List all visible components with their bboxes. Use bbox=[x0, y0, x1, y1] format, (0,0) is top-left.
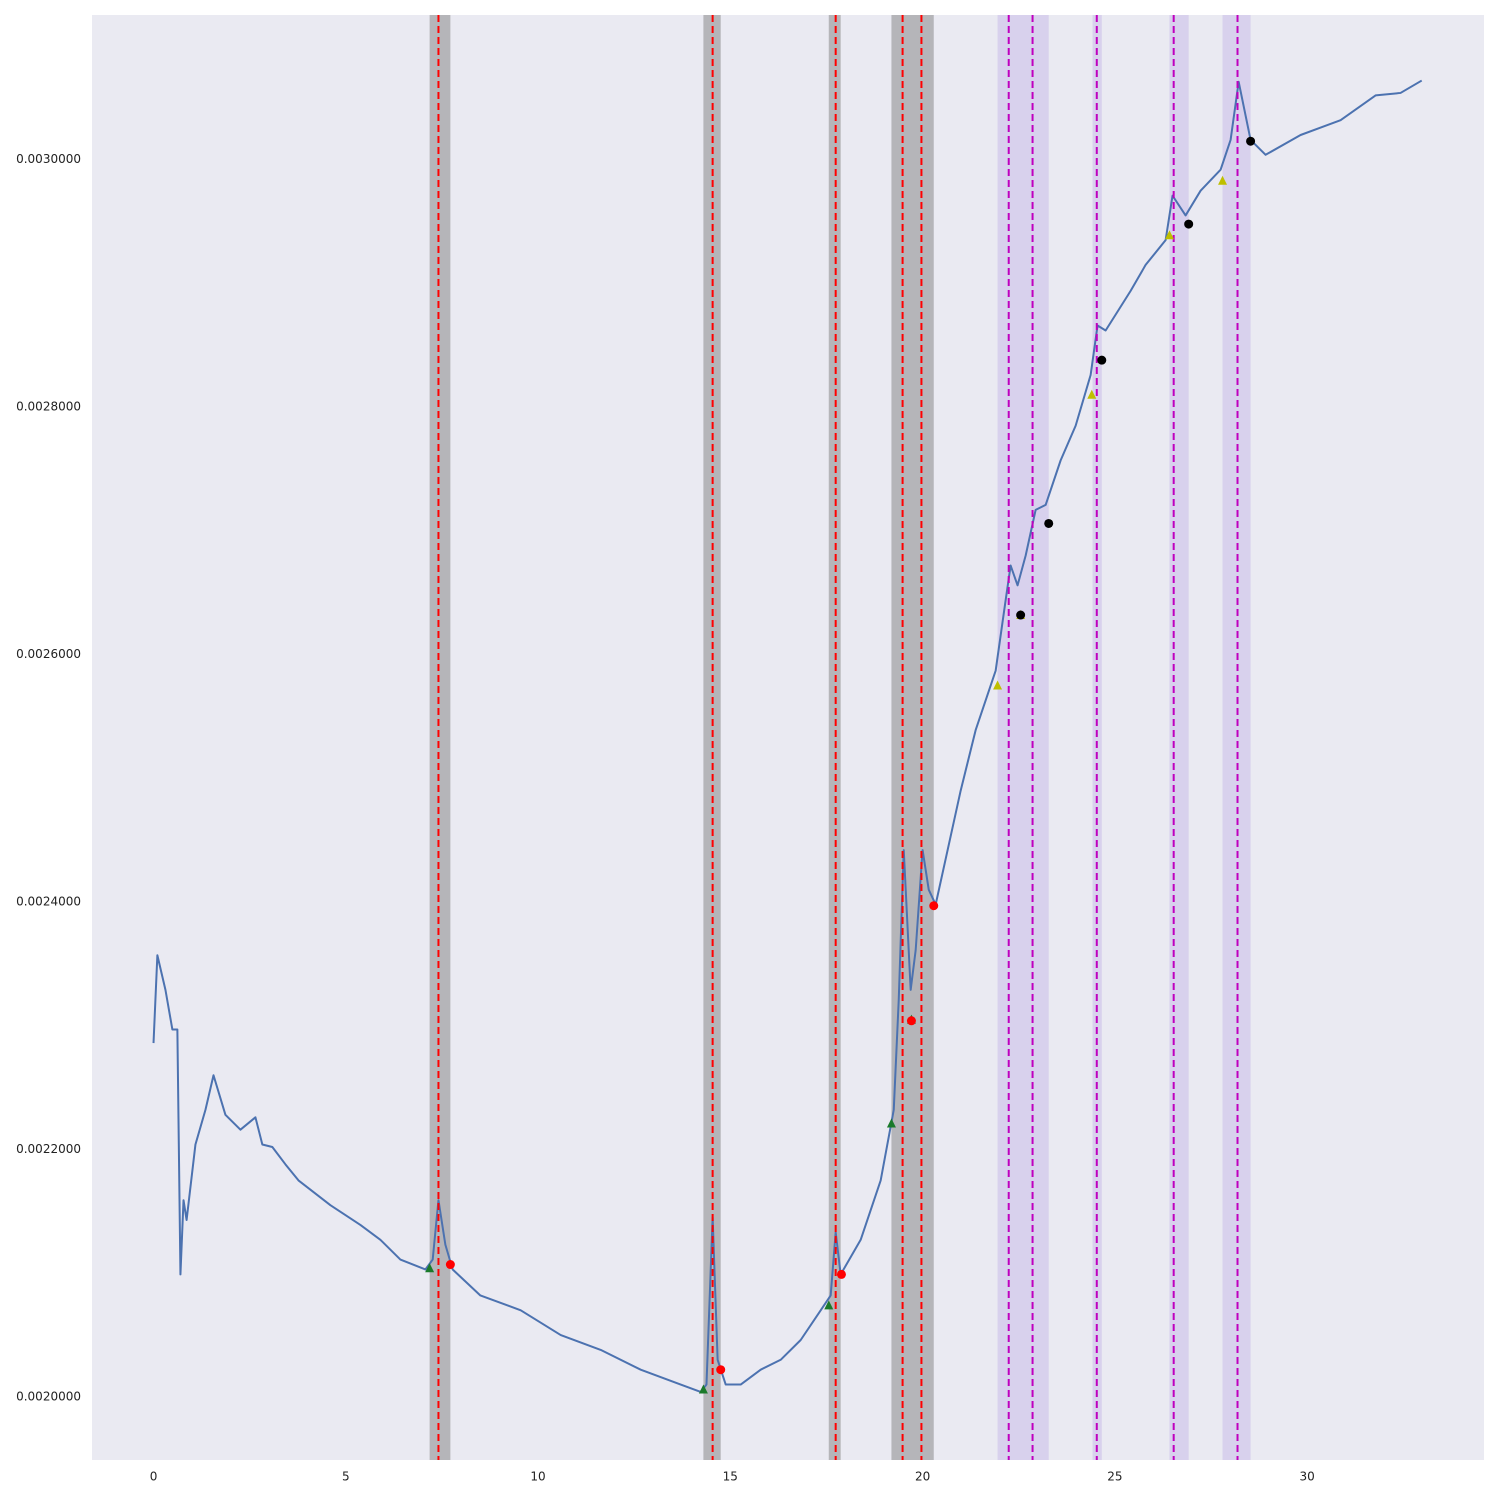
triangle-marker bbox=[824, 1300, 834, 1310]
x-tick-label: 20 bbox=[915, 1470, 930, 1484]
triangle-marker bbox=[993, 680, 1003, 690]
x-tick-label: 15 bbox=[723, 1470, 738, 1484]
circle-marker bbox=[1016, 610, 1026, 620]
y-tick-label: 0.0030000 bbox=[16, 152, 81, 166]
circle-marker bbox=[1184, 219, 1194, 229]
data-line bbox=[152, 79, 1423, 1393]
triangle-marker bbox=[698, 1384, 708, 1394]
highlight-band bbox=[828, 15, 841, 1460]
triangle-marker bbox=[886, 1118, 896, 1128]
highlight-band bbox=[1092, 15, 1102, 1460]
y-tick-label: 0.0026000 bbox=[16, 647, 81, 661]
x-tick-label: 30 bbox=[1299, 1470, 1314, 1484]
x-tick-label: 25 bbox=[1107, 1470, 1122, 1484]
circle-marker bbox=[929, 901, 939, 911]
triangle-marker bbox=[1087, 389, 1097, 399]
triangle-marker bbox=[1164, 230, 1174, 240]
circle-marker bbox=[1044, 518, 1054, 528]
highlight-band bbox=[997, 15, 1049, 1460]
y-tick-label: 0.0022000 bbox=[16, 1142, 81, 1156]
circle-marker bbox=[836, 1269, 846, 1279]
y-tick-label: 0.0028000 bbox=[16, 400, 81, 414]
circle-marker bbox=[1097, 355, 1107, 365]
highlight-band bbox=[1169, 15, 1189, 1460]
highlight-band bbox=[703, 15, 721, 1460]
triangle-marker bbox=[1218, 175, 1228, 185]
x-tick-label: 10 bbox=[530, 1470, 545, 1484]
triangle-marker bbox=[425, 1263, 435, 1273]
x-tick-label: 5 bbox=[342, 1470, 350, 1484]
circle-marker bbox=[906, 1016, 916, 1026]
y-tick-label: 0.0024000 bbox=[16, 895, 81, 909]
circle-marker bbox=[1246, 136, 1256, 146]
highlight-band bbox=[891, 15, 934, 1460]
circle-marker bbox=[716, 1365, 726, 1375]
circle-marker bbox=[445, 1260, 455, 1270]
y-tick-label: 0.0020000 bbox=[16, 1389, 81, 1403]
plot-background bbox=[92, 15, 1484, 1460]
x-tick-label: 0 bbox=[150, 1470, 158, 1484]
highlight-band bbox=[429, 15, 451, 1460]
highlight-band bbox=[1222, 15, 1251, 1460]
